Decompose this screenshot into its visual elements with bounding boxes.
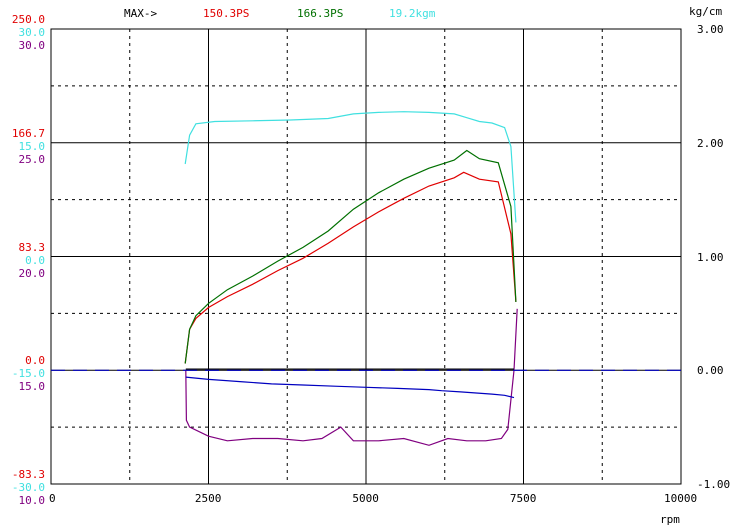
left-axis-label: 166.7 xyxy=(11,126,45,140)
max-label: MAX-> xyxy=(124,7,158,20)
left-axis-label: 250.0 xyxy=(11,13,45,26)
left-axis-label: 20.0 xyxy=(18,266,46,280)
right-axis-label: 1.00 xyxy=(697,250,724,264)
left-axis-label: -30.0 xyxy=(11,481,45,494)
left-axis-label: 0.0 xyxy=(25,253,45,267)
left-axis-label: -15.0 xyxy=(11,367,45,381)
max-ps-red: 150.3PS xyxy=(203,7,250,20)
series-line-curve-3 xyxy=(185,308,518,446)
x-tick-label: 7500 xyxy=(509,492,537,505)
series-line-19.2kgm xyxy=(184,111,517,223)
x-tick-label: 10000 xyxy=(664,492,698,505)
max-ps-green: 166.3PS xyxy=(297,7,344,20)
unit-kgcm: kg/cm xyxy=(689,5,723,18)
left-axis-label: 30.0 xyxy=(18,39,46,52)
x-tick-label: 5000 xyxy=(352,492,379,505)
left-axis-label: 83.3 xyxy=(18,240,46,254)
left-axis-label: 10.0 xyxy=(18,494,46,507)
left-axis-label: 0.0 xyxy=(25,354,45,368)
series-line-166.3PS xyxy=(184,149,517,364)
left-axis-label: -83.3 xyxy=(11,468,45,481)
x-tick-label: 2500 xyxy=(194,492,222,505)
left-axis-label: 15.0 xyxy=(18,139,46,153)
x-unit-label: rpm xyxy=(660,513,680,526)
series-line-curve-4 xyxy=(185,376,515,399)
right-axis-label: 0.00 xyxy=(697,364,724,378)
chart-grid xyxy=(50,28,682,485)
right-axis-label: 2.00 xyxy=(697,136,724,150)
max-kgm: 19.2kgm xyxy=(389,7,436,20)
right-axis-label: 3.00 xyxy=(697,23,724,36)
x-tick-label: 0 xyxy=(49,492,56,505)
series-line-150.3PS xyxy=(184,171,517,364)
left-axis-label: 25.0 xyxy=(18,152,46,166)
left-axis-label: 15.0 xyxy=(18,380,46,394)
chart-curves xyxy=(51,111,681,446)
left-axis-label: 30.0 xyxy=(18,26,46,39)
right-axis-label: -1.00 xyxy=(697,478,731,491)
